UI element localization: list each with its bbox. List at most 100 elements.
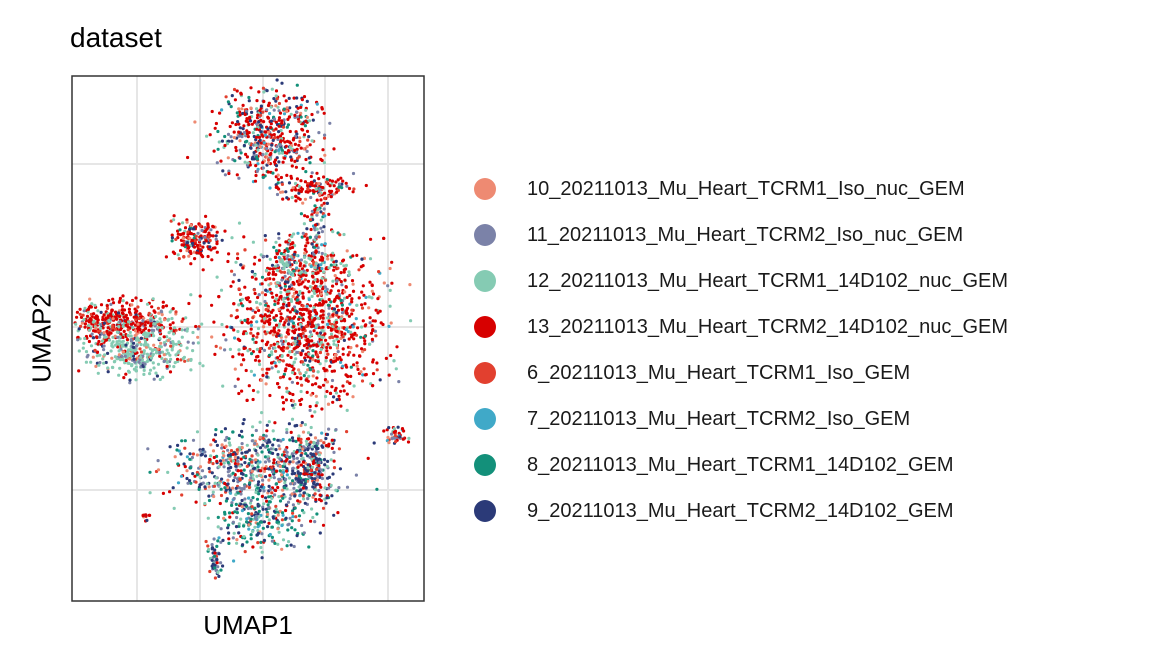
scatter-point [301,445,305,449]
scatter-point [349,346,353,350]
scatter-point [288,377,292,381]
scatter-point [234,464,238,468]
legend: 10_20211013_Mu_Heart_TCRM1_Iso_nuc_GEM 11… [474,166,1134,534]
scatter-point [201,245,205,249]
scatter-point [291,392,295,397]
scatter-point [251,545,255,549]
scatter-point [195,470,199,475]
scatter-point [246,161,250,165]
scatter-point [217,140,221,144]
scatter-point [260,319,264,323]
scatter-point [219,540,223,544]
scatter-point [151,361,155,365]
scatter-point [325,380,329,384]
scatter-point [201,268,205,272]
scatter-point [115,330,119,334]
scatter-point [302,344,306,348]
scatter-point [82,317,86,322]
scatter-point [360,347,364,351]
scatter-point [213,566,217,570]
scatter-point [289,298,293,302]
scatter-point [168,310,172,314]
scatter-point [224,95,228,99]
scatter-point [262,485,266,490]
scatter-point [294,199,298,203]
scatter-point [322,225,326,229]
scatter-point [298,494,302,498]
scatter-point [190,455,194,460]
scatter-point [235,541,239,545]
scatter-point [113,327,118,331]
scatter-point [335,279,339,283]
scatter-point [129,348,133,352]
scatter-point [341,364,345,368]
scatter-point [258,362,262,367]
scatter-point [243,248,247,252]
scatter-point [264,303,268,307]
scatter-point [299,440,303,445]
scatter-point [192,227,196,231]
scatter-point [152,377,156,381]
scatter-point [359,265,363,269]
scatter-point [127,361,131,365]
scatter-point [295,345,299,349]
scatter-point [195,453,199,457]
scatter-point [257,308,261,313]
scatter-point [319,157,323,161]
scatter-point [270,143,274,147]
scatter-point [172,214,176,218]
scatter-point [330,494,334,498]
scatter-point [164,255,168,259]
scatter-point [231,459,235,463]
scatter-point [139,298,143,303]
scatter-point [225,325,229,329]
scatter-point [259,520,264,524]
scatter-point [287,239,292,243]
scatter-point [130,352,134,356]
scatter-point [363,334,367,338]
scatter-point [223,481,227,486]
scatter-point [245,320,249,324]
scatter-point [256,326,261,331]
scatter-point [151,352,155,356]
scatter-point [305,238,309,242]
scatter-point [314,456,318,460]
scatter-point [220,139,224,143]
scatter-point [267,322,272,326]
scatter-point [317,385,321,389]
scatter-point [267,353,272,357]
scatter-point [312,260,316,264]
scatter-point [302,478,306,482]
scatter-point [253,255,257,259]
scatter-point [285,173,289,177]
scatter-point [208,238,212,243]
scatter-point [283,274,287,278]
scatter-point [263,133,267,137]
scatter-point [127,307,131,311]
legend-label: 7_20211013_Mu_Heart_TCRM2_Iso_GEM [527,407,911,430]
scatter-point [320,203,324,207]
scatter-point [105,329,109,333]
scatter-point [258,302,262,306]
scatter-point [302,95,307,99]
scatter-point [257,480,261,484]
scatter-point [308,317,312,321]
scatter-point [193,239,197,243]
scatter-point [277,495,281,499]
scatter-point [301,231,305,235]
scatter-point [339,271,343,275]
scatter-point [131,326,135,330]
scatter-point [317,231,321,235]
scatter-point [364,372,368,377]
scatter-point [317,131,321,135]
scatter-point [97,339,101,344]
scatter-point [138,312,142,316]
scatter-point [290,164,294,168]
scatter-point [350,279,355,283]
scatter-point [323,332,327,336]
scatter-point [232,130,236,134]
scatter-point [278,464,282,468]
scatter-point [87,328,92,332]
scatter-point [329,195,333,199]
scatter-point [288,106,292,110]
